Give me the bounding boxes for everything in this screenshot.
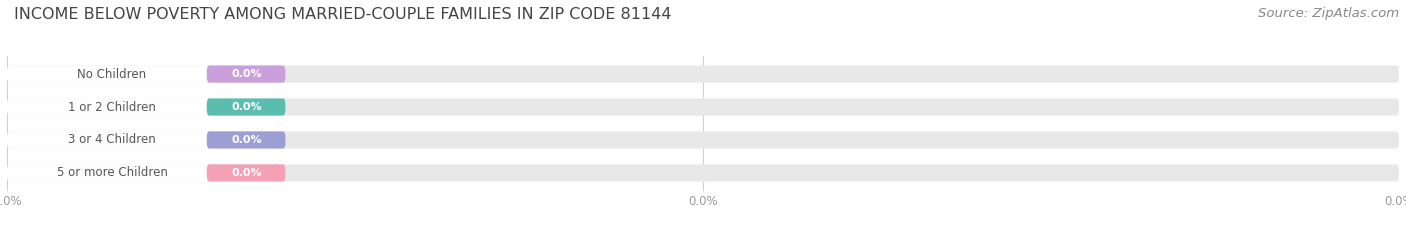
FancyBboxPatch shape <box>207 131 285 149</box>
FancyBboxPatch shape <box>7 98 1399 116</box>
FancyBboxPatch shape <box>7 65 1399 83</box>
FancyBboxPatch shape <box>7 131 1399 149</box>
Text: 0.0%: 0.0% <box>232 135 263 145</box>
Text: 1 or 2 Children: 1 or 2 Children <box>67 100 156 113</box>
Text: No Children: No Children <box>77 68 146 81</box>
FancyBboxPatch shape <box>7 164 209 182</box>
FancyBboxPatch shape <box>207 98 285 116</box>
FancyBboxPatch shape <box>207 65 285 83</box>
FancyBboxPatch shape <box>207 164 285 182</box>
Text: INCOME BELOW POVERTY AMONG MARRIED-COUPLE FAMILIES IN ZIP CODE 81144: INCOME BELOW POVERTY AMONG MARRIED-COUPL… <box>14 7 672 22</box>
FancyBboxPatch shape <box>7 164 1399 182</box>
Text: 5 or more Children: 5 or more Children <box>56 166 167 179</box>
Text: Source: ZipAtlas.com: Source: ZipAtlas.com <box>1258 7 1399 20</box>
FancyBboxPatch shape <box>7 131 209 149</box>
Text: 0.0%: 0.0% <box>232 102 263 112</box>
Text: 0.0%: 0.0% <box>232 69 263 79</box>
Text: 0.0%: 0.0% <box>232 168 263 178</box>
FancyBboxPatch shape <box>7 98 209 116</box>
FancyBboxPatch shape <box>7 65 209 83</box>
Text: 3 or 4 Children: 3 or 4 Children <box>67 134 156 147</box>
